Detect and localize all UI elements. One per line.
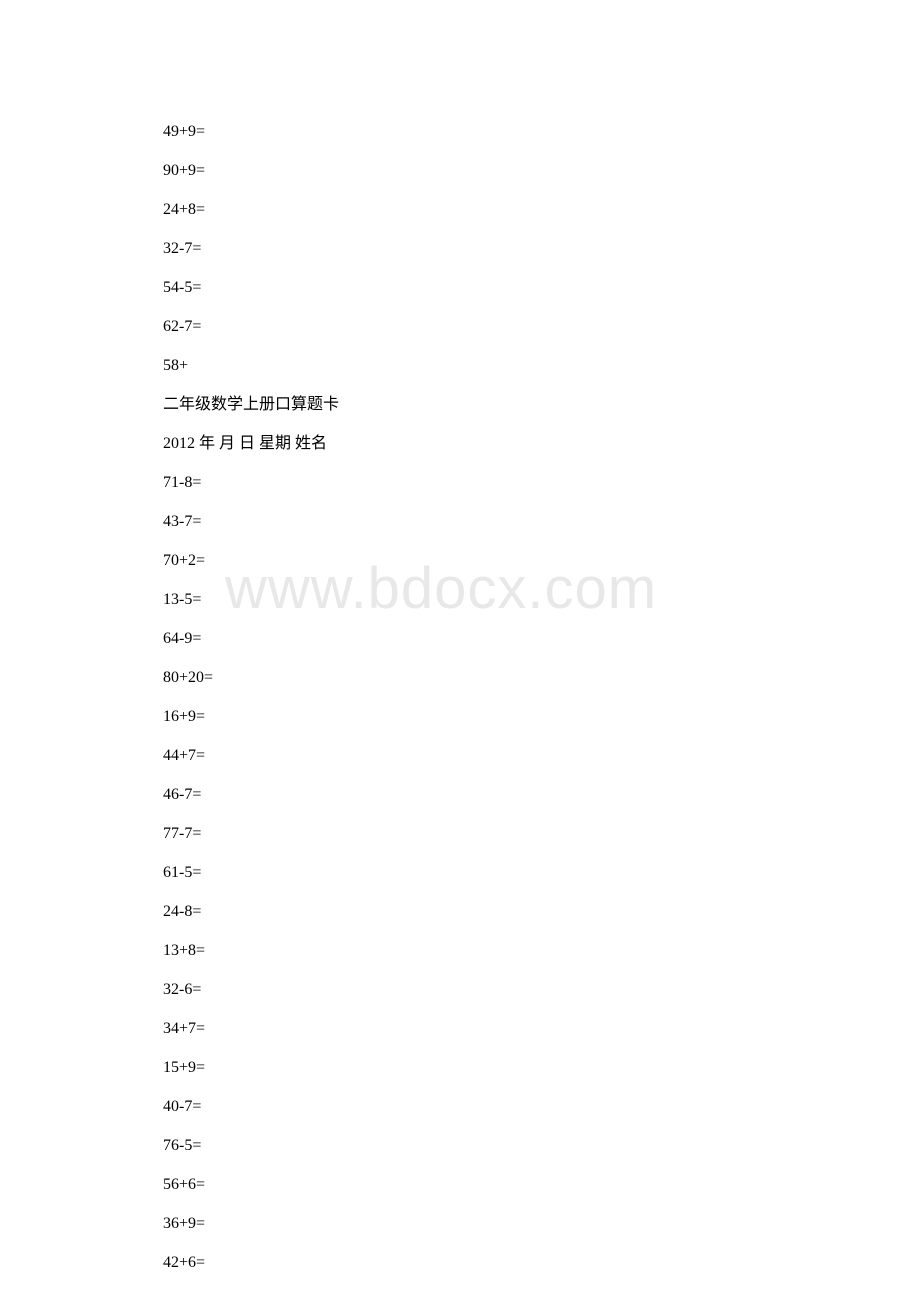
text-line: 80+20= bbox=[163, 658, 920, 697]
text-line: 58+ bbox=[163, 346, 920, 385]
text-line: 24-8= bbox=[163, 892, 920, 931]
document-content: 49+9= 90+9= 24+8= 32-7= 54-5= 62-7= 58+ … bbox=[0, 0, 920, 1282]
text-line: 46-7= bbox=[163, 775, 920, 814]
text-line: 2012 年 月 日 星期 姓名 bbox=[163, 424, 920, 463]
text-line: 54-5= bbox=[163, 268, 920, 307]
text-line: 13+8= bbox=[163, 931, 920, 970]
text-line: 90+9= bbox=[163, 151, 920, 190]
text-line: 32-6= bbox=[163, 970, 920, 1009]
text-line: 56+6= bbox=[163, 1165, 920, 1204]
text-line: 15+9= bbox=[163, 1048, 920, 1087]
text-line: 42+6= bbox=[163, 1243, 920, 1282]
text-line: 70+2= bbox=[163, 541, 920, 580]
text-line: 44+7= bbox=[163, 736, 920, 775]
text-line: 76-5= bbox=[163, 1126, 920, 1165]
text-line: 13-5= bbox=[163, 580, 920, 619]
text-line: 77-7= bbox=[163, 814, 920, 853]
text-line: 49+9= bbox=[163, 112, 920, 151]
text-line: 61-5= bbox=[163, 853, 920, 892]
text-line: 24+8= bbox=[163, 190, 920, 229]
text-line: 二年级数学上册口算题卡 bbox=[163, 385, 920, 424]
text-line: 43-7= bbox=[163, 502, 920, 541]
text-line: 32-7= bbox=[163, 229, 920, 268]
text-line: 36+9= bbox=[163, 1204, 920, 1243]
text-line: 40-7= bbox=[163, 1087, 920, 1126]
text-line: 62-7= bbox=[163, 307, 920, 346]
text-line: 64-9= bbox=[163, 619, 920, 658]
text-line: 16+9= bbox=[163, 697, 920, 736]
text-line: 71-8= bbox=[163, 463, 920, 502]
text-line: 34+7= bbox=[163, 1009, 920, 1048]
